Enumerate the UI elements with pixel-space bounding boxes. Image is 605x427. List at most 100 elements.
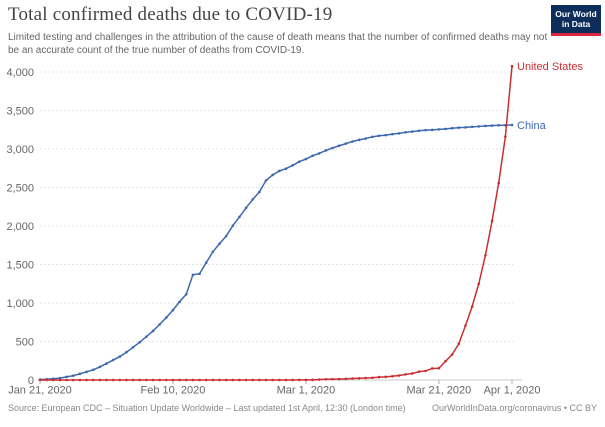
data-point-united-states [297, 378, 301, 382]
data-point-china [384, 133, 387, 137]
data-point-china [65, 375, 68, 379]
data-point-united-states [484, 253, 487, 257]
data-point-united-states [337, 377, 341, 381]
data-point-china [484, 124, 487, 128]
data-point-china [198, 272, 201, 276]
data-point-united-states [331, 377, 334, 381]
data-point-china [151, 329, 155, 333]
data-point-china [271, 173, 274, 177]
data-point-united-states [244, 378, 248, 382]
data-point-united-states [278, 378, 281, 382]
data-point-united-states [91, 378, 95, 382]
data-point-china [371, 135, 374, 139]
y-axis-tick-label: 1,000 [6, 298, 34, 310]
owid-logo-stripe [551, 33, 601, 36]
data-point-china [158, 323, 161, 326]
data-point-china [138, 340, 142, 344]
data-point-china [145, 335, 148, 338]
data-point-united-states [125, 378, 128, 382]
data-point-united-states [351, 377, 354, 380]
data-point-united-states [238, 378, 241, 382]
data-point-united-states [397, 374, 401, 377]
data-point-china [397, 132, 401, 135]
owid-logo-line2: in Data [561, 19, 591, 29]
data-point-united-states [464, 324, 467, 327]
data-point-united-states [271, 378, 274, 382]
data-point-china [510, 123, 514, 127]
data-point-united-states [457, 342, 461, 346]
data-point-china [437, 128, 441, 131]
data-point-china [344, 142, 348, 145]
data-point-united-states [497, 181, 501, 185]
line-chart[interactable]: 0 500 1,000 1,500 2,000 2,500 3,000 3,500 4,000 J… [0, 58, 605, 398]
attribution-link[interactable]: OurWorldInData.org/coronavirus • CC BY [431, 403, 597, 413]
data-point-united-states [264, 378, 268, 382]
data-point-united-states [391, 375, 394, 378]
data-point-united-states [158, 378, 161, 382]
data-point-china [204, 261, 208, 265]
data-point-united-states [317, 378, 321, 381]
data-point-united-states [470, 305, 474, 308]
data-point-united-states [105, 378, 108, 382]
data-point-china [351, 140, 354, 143]
data-point-china [131, 345, 135, 349]
series-line-united-states [40, 66, 513, 381]
data-point-united-states [357, 377, 361, 380]
x-axis-tick-label: Feb 10, 2020 [141, 385, 206, 397]
data-point-united-states [178, 378, 181, 382]
x-axis-tick-label: Mar 21, 2020 [406, 385, 471, 397]
data-point-china [291, 164, 294, 167]
data-point-united-states [410, 372, 414, 375]
data-point-china [78, 372, 82, 376]
data-point-united-states [437, 366, 441, 370]
data-point-united-states [211, 378, 215, 382]
data-point-united-states [58, 378, 62, 382]
data-point-china [450, 126, 454, 130]
data-point-united-states [191, 378, 195, 382]
data-point-china [71, 374, 75, 377]
data-point-united-states [165, 378, 168, 382]
data-point-united-states [384, 375, 387, 379]
y-axis-tick-label: 1,500 [6, 260, 34, 272]
data-point-united-states [204, 378, 208, 382]
data-point-china [244, 206, 248, 210]
owid-logo[interactable]: Our World in Data [551, 5, 601, 36]
series-label-china[interactable]: China [517, 120, 547, 132]
y-axis-tick-label: 0 [28, 375, 34, 387]
data-point-united-states [490, 219, 494, 223]
data-point-united-states [85, 378, 88, 382]
data-point-china [404, 130, 407, 134]
data-point-united-states [510, 64, 514, 68]
data-point-china [424, 128, 427, 132]
data-point-china [410, 130, 414, 133]
x-axis-tick-label: Apr 1, 2020 [484, 385, 541, 397]
data-point-united-states [218, 378, 221, 382]
data-point-united-states [304, 378, 308, 382]
data-point-china [211, 250, 215, 254]
data-point-united-states [417, 370, 421, 373]
data-point-china [284, 167, 288, 171]
data-point-united-states [71, 378, 75, 382]
y-axis-tick-label: 2,000 [6, 221, 34, 233]
data-point-china [91, 368, 95, 372]
data-point-china [165, 316, 168, 319]
data-point-united-states [145, 378, 148, 382]
data-point-united-states [151, 378, 155, 382]
y-axis-tick-label: 2,500 [6, 183, 34, 195]
data-point-china [238, 215, 241, 219]
data-point-china [178, 300, 181, 304]
chart-title: Total confirmed deaths due to COVID-19 [8, 4, 333, 25]
data-point-united-states [364, 376, 368, 380]
data-point-united-states [171, 378, 175, 382]
data-point-china [331, 146, 334, 150]
data-point-china [357, 138, 361, 142]
data-point-united-states [38, 378, 42, 382]
data-point-united-states [504, 135, 507, 138]
data-point-china [184, 292, 188, 296]
data-point-china [105, 362, 108, 365]
data-point-china [98, 365, 102, 369]
data-point-united-states [231, 378, 235, 382]
data-point-united-states [65, 378, 68, 382]
series-label-united-states[interactable]: United States [517, 61, 584, 73]
